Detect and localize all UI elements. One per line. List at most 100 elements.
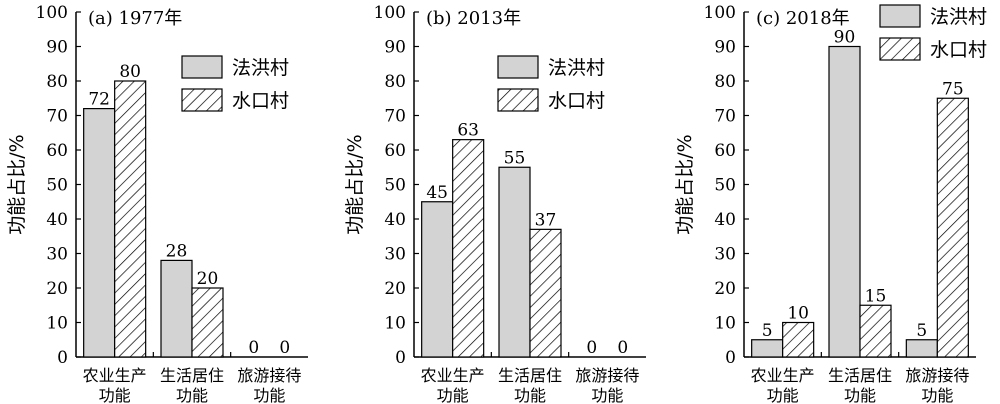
y-axis-label: 功能占比/%	[6, 134, 28, 234]
y-tick-label: 20	[46, 279, 68, 299]
data-label: 90	[834, 28, 856, 48]
x-tick-label: 功能	[844, 386, 876, 404]
x-tick-label: 功能	[921, 386, 953, 404]
bar-series2	[452, 139, 485, 358]
chart-title: (a) 1977年	[88, 8, 182, 29]
y-tick-label: 0	[57, 348, 68, 368]
y-tick-label: 50	[46, 176, 68, 196]
y-tick-label: 90	[46, 38, 68, 58]
data-label: 55	[504, 148, 526, 168]
data-label: 15	[865, 286, 887, 306]
bar-series2	[859, 304, 892, 358]
y-tick-label: 60	[384, 141, 406, 161]
legend-label: 法洪村	[232, 57, 289, 79]
chart-panel-2: 0 10 20 30 40 50 60 70 80 90 100 功能占比/% (b) 2013年 45 6…	[344, 3, 646, 404]
x-tick-label: 生活居住	[498, 366, 562, 385]
y-tick-label: 0	[725, 348, 736, 368]
x-tick-label: 功能	[176, 386, 208, 404]
x-tick-label: 功能	[99, 386, 131, 404]
chart-title: (b) 2013年	[426, 8, 521, 29]
data-label: 5	[762, 321, 773, 341]
y-tick-label: 70	[714, 107, 736, 127]
y-tick-label: 100	[704, 3, 736, 23]
y-tick-label: 30	[46, 245, 68, 265]
chart-panel-3: 0 10 20 30 40 50 60 70 80 90 100 功能占比/% (c) 2018年 5 10…	[674, 3, 987, 404]
y-tick-label: 0	[395, 348, 406, 368]
y-tick-label: 30	[714, 245, 736, 265]
y-tick-label: 10	[46, 314, 68, 334]
legend-swatch	[497, 55, 539, 79]
x-tick-label: 功能	[767, 386, 799, 404]
data-label: 0	[617, 338, 628, 358]
bar-series2	[936, 97, 969, 358]
y-tick-label: 60	[714, 141, 736, 161]
data-label: 0	[248, 338, 259, 358]
data-label: 45	[426, 183, 448, 203]
bar-series1	[751, 339, 784, 358]
y-tick-label: 50	[384, 176, 406, 196]
y-tick-label: 90	[714, 38, 736, 58]
data-label: 80	[119, 62, 141, 82]
data-label: 63	[457, 121, 479, 141]
bar-series1	[421, 201, 454, 358]
bar-series2	[191, 287, 224, 358]
legend-label: 法洪村	[930, 6, 987, 28]
x-tick-label: 旅游接待	[575, 366, 639, 385]
y-axis-label: 功能占比/%	[674, 134, 696, 234]
x-tick-label: 功能	[514, 386, 546, 404]
y-tick-label: 80	[384, 72, 406, 92]
x-tick-label: 功能	[591, 386, 623, 404]
chart-title: (c) 2018年	[756, 8, 850, 29]
y-tick-label: 80	[46, 72, 68, 92]
legend-label: 水口村	[232, 90, 289, 112]
legend-label: 水口村	[548, 90, 605, 112]
data-label: 5	[916, 321, 927, 341]
y-tick-label: 40	[714, 210, 736, 230]
y-tick-label: 70	[46, 107, 68, 127]
x-tick-label: 生活居住	[160, 366, 224, 385]
y-tick-label: 40	[46, 210, 68, 230]
bar-series2	[114, 80, 147, 358]
legend-swatch	[879, 4, 921, 28]
data-label: 72	[88, 90, 110, 110]
legend-label: 法洪村	[548, 57, 605, 79]
data-label: 10	[787, 304, 809, 324]
legend-swatch	[879, 37, 921, 61]
x-tick-label: 功能	[253, 386, 285, 404]
y-tick-label: 10	[384, 314, 406, 334]
y-tick-label: 100	[36, 3, 68, 23]
y-tick-label: 30	[384, 245, 406, 265]
bar-series1	[498, 166, 531, 358]
data-label: 0	[279, 338, 290, 358]
y-tick-label: 70	[384, 107, 406, 127]
y-tick-label: 80	[714, 72, 736, 92]
data-label: 20	[197, 269, 219, 289]
data-label: 0	[586, 338, 597, 358]
y-tick-label: 20	[714, 279, 736, 299]
data-label: 37	[535, 210, 557, 230]
y-tick-label: 60	[46, 141, 68, 161]
data-label: 28	[166, 241, 188, 261]
bar-series1	[905, 339, 938, 358]
legend-swatch	[181, 88, 223, 112]
x-tick-label: 旅游接待	[905, 366, 969, 385]
x-tick-label: 旅游接待	[237, 366, 301, 385]
y-tick-label: 90	[384, 38, 406, 58]
y-axis-label: 功能占比/%	[344, 134, 366, 234]
chart-panel-1: 0 10 20 30 40 50 60 70 80 90 100 功能占比/% (a) 1977年 72 8…	[6, 3, 308, 404]
y-tick-label: 10	[714, 314, 736, 334]
y-tick-label: 40	[384, 210, 406, 230]
x-tick-label: 生活居住	[828, 366, 892, 385]
y-tick-label: 50	[714, 176, 736, 196]
y-tick-label: 100	[374, 3, 406, 23]
bar-series1	[160, 259, 193, 358]
bar-series2	[529, 228, 562, 358]
data-label: 75	[942, 79, 964, 99]
x-tick-label: 功能	[437, 386, 469, 404]
legend-label: 水口村	[930, 39, 987, 61]
x-tick-label: 农业生产	[751, 366, 815, 385]
